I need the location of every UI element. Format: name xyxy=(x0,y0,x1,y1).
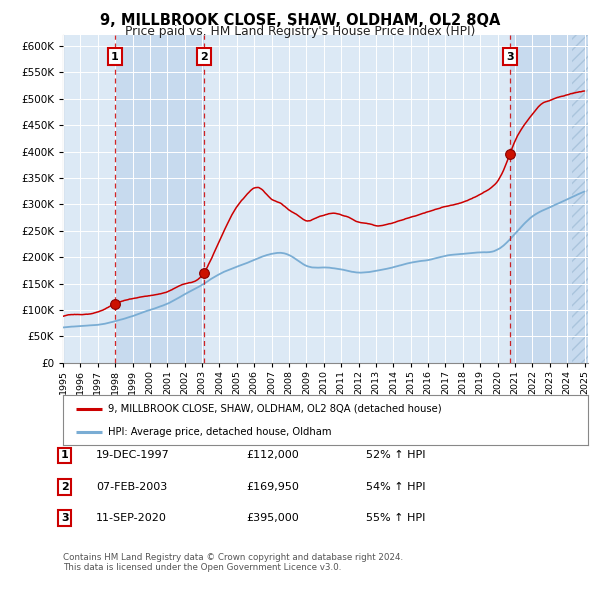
Bar xyxy=(115,35,204,363)
Text: £169,950: £169,950 xyxy=(246,482,299,491)
Bar xyxy=(510,35,588,363)
Text: 52% ↑ HPI: 52% ↑ HPI xyxy=(366,451,425,460)
Text: This data is licensed under the Open Government Licence v3.0.: This data is licensed under the Open Gov… xyxy=(63,563,341,572)
Text: 54% ↑ HPI: 54% ↑ HPI xyxy=(366,482,425,491)
Text: £112,000: £112,000 xyxy=(246,451,299,460)
Text: 55% ↑ HPI: 55% ↑ HPI xyxy=(366,513,425,523)
Text: 1: 1 xyxy=(111,51,119,61)
Text: 2: 2 xyxy=(200,51,208,61)
Text: £395,000: £395,000 xyxy=(246,513,299,523)
Text: 3: 3 xyxy=(506,51,514,61)
Text: Price paid vs. HM Land Registry's House Price Index (HPI): Price paid vs. HM Land Registry's House … xyxy=(125,25,475,38)
Text: 1: 1 xyxy=(61,451,68,460)
Text: 07-FEB-2003: 07-FEB-2003 xyxy=(96,482,167,491)
Text: 11-SEP-2020: 11-SEP-2020 xyxy=(96,513,167,523)
Bar xyxy=(572,35,588,363)
Text: 19-DEC-1997: 19-DEC-1997 xyxy=(96,451,170,460)
Text: 9, MILLBROOK CLOSE, SHAW, OLDHAM, OL2 8QA (detached house): 9, MILLBROOK CLOSE, SHAW, OLDHAM, OL2 8Q… xyxy=(107,404,441,414)
Text: 3: 3 xyxy=(61,513,68,523)
Text: 2: 2 xyxy=(61,482,68,491)
Text: HPI: Average price, detached house, Oldham: HPI: Average price, detached house, Oldh… xyxy=(107,427,331,437)
Text: 9, MILLBROOK CLOSE, SHAW, OLDHAM, OL2 8QA: 9, MILLBROOK CLOSE, SHAW, OLDHAM, OL2 8Q… xyxy=(100,13,500,28)
Text: Contains HM Land Registry data © Crown copyright and database right 2024.: Contains HM Land Registry data © Crown c… xyxy=(63,553,403,562)
